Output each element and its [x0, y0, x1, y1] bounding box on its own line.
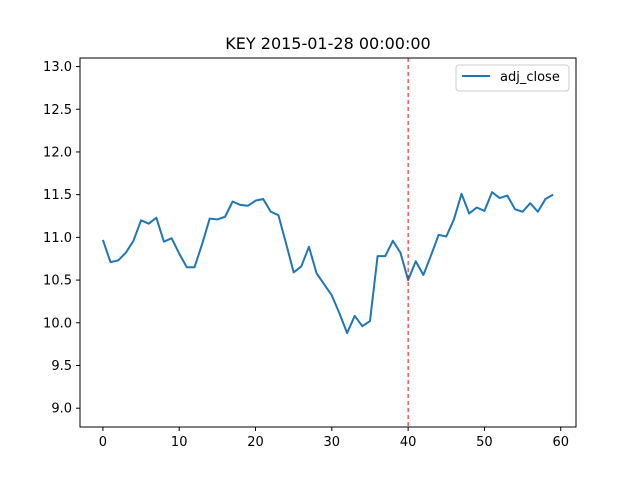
- y-tick-label: 12.5: [43, 103, 72, 118]
- legend-label: adj_close: [500, 70, 560, 85]
- x-tick-label: 10: [171, 435, 188, 450]
- legend-box: [455, 64, 570, 92]
- x-tick-label: 0: [99, 435, 107, 450]
- axes-frame: [79, 57, 577, 428]
- y-tick-label: 11.5: [43, 188, 72, 203]
- y-tick-label: 13.0: [43, 60, 72, 75]
- x-tick-label: 40: [400, 435, 417, 450]
- legend: adj_close: [455, 64, 570, 92]
- x-tick-label: 50: [476, 435, 493, 450]
- x-tick-label: 30: [324, 435, 341, 450]
- y-tick-label: 12.0: [43, 145, 72, 160]
- axis-ticks: 0 10 20 30 40 50 60 9.0 9.5 10.0 10.5 11.0 11.5 12.0 1…: [43, 60, 569, 450]
- series-line-0: [101, 191, 554, 335]
- y-tick-label: 10.5: [43, 274, 72, 289]
- y-tick-label: 9.5: [51, 359, 72, 374]
- chart-title: KEY 2015-01-28 00:00:00: [225, 34, 430, 53]
- x-tick-label: 20: [247, 435, 264, 450]
- plot-area: [101, 58, 554, 427]
- y-tick-label: 9.0: [51, 402, 72, 417]
- y-tick-label: 11.0: [43, 231, 72, 246]
- y-tick-label: 10.0: [43, 316, 72, 331]
- x-tick-label: 60: [552, 435, 569, 450]
